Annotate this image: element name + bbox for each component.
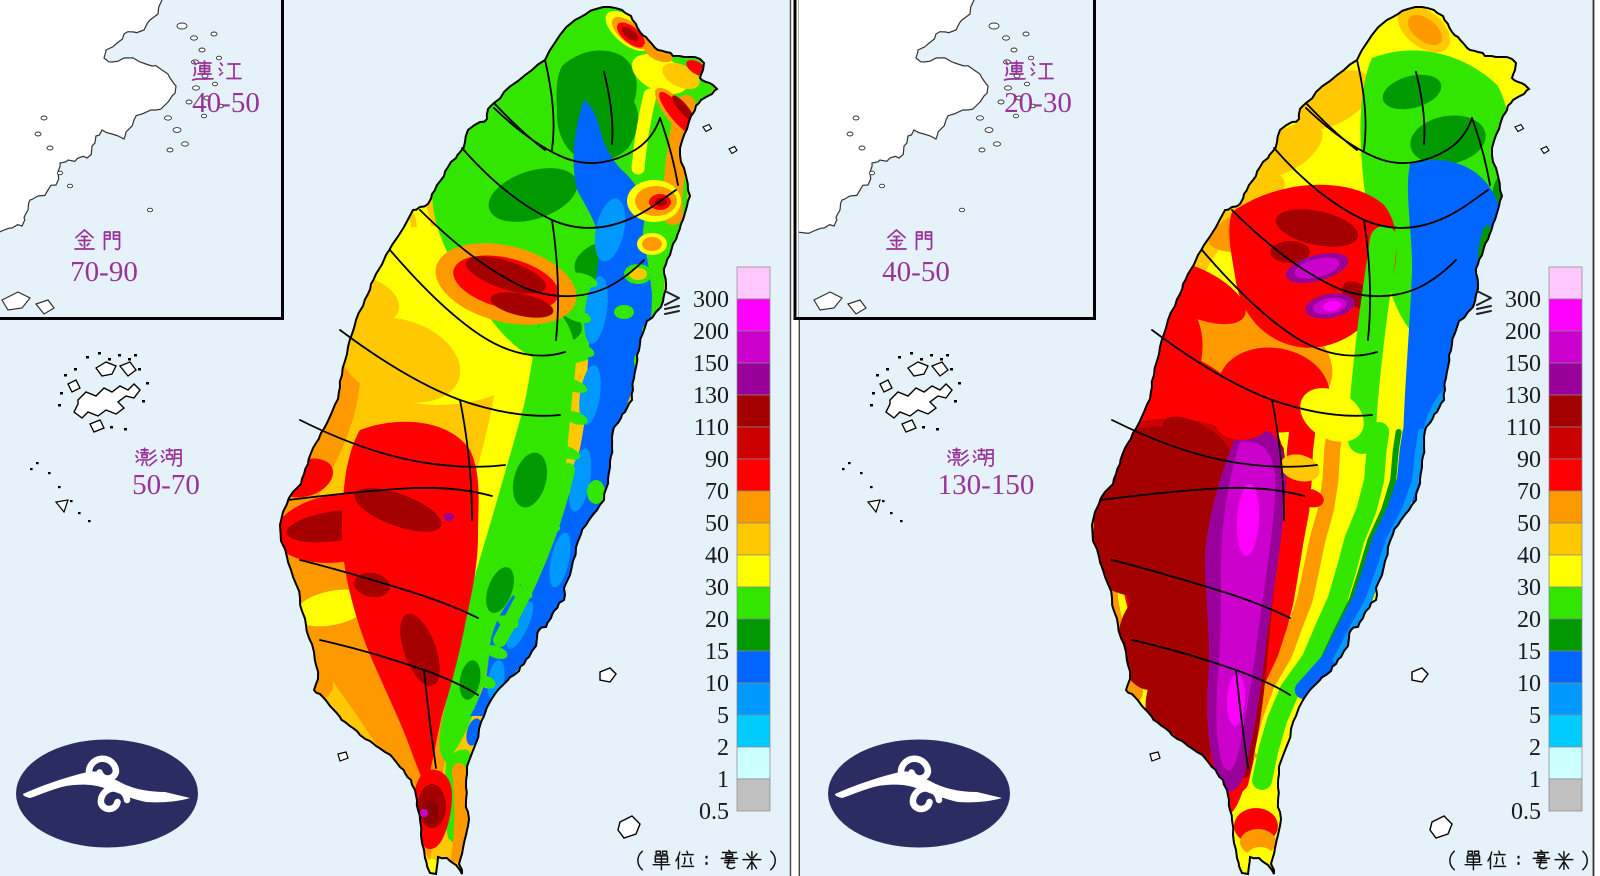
svg-text:5: 5 xyxy=(717,703,729,729)
svg-text:50: 50 xyxy=(705,511,729,537)
svg-text:2: 2 xyxy=(717,735,729,761)
svg-text:50-70: 50-70 xyxy=(132,469,200,501)
svg-text:130: 130 xyxy=(1505,383,1541,409)
svg-text:130-150: 130-150 xyxy=(938,469,1035,501)
svg-text:30: 30 xyxy=(705,575,729,601)
svg-text:1: 1 xyxy=(717,767,729,793)
svg-text:90: 90 xyxy=(1517,447,1541,473)
svg-text:20-30: 20-30 xyxy=(1004,87,1072,119)
svg-text:5: 5 xyxy=(1529,703,1541,729)
svg-text:110: 110 xyxy=(1506,415,1541,441)
svg-text:40: 40 xyxy=(705,543,729,569)
svg-text:20: 20 xyxy=(705,607,729,633)
svg-text:2: 2 xyxy=(1529,735,1541,761)
svg-text:20: 20 xyxy=(1517,607,1541,633)
svg-text:50: 50 xyxy=(1517,511,1541,537)
svg-text:130: 130 xyxy=(693,383,729,409)
svg-text:10: 10 xyxy=(705,671,729,697)
svg-text:70: 70 xyxy=(1517,479,1541,505)
svg-text:150: 150 xyxy=(1505,351,1541,377)
svg-text:40-50: 40-50 xyxy=(192,87,260,119)
svg-text:70-90: 70-90 xyxy=(70,256,138,288)
svg-text:300: 300 xyxy=(1505,287,1541,313)
svg-text:150: 150 xyxy=(693,351,729,377)
svg-text:200: 200 xyxy=(1505,319,1541,345)
svg-text:0.5: 0.5 xyxy=(699,799,729,825)
svg-text:90: 90 xyxy=(705,447,729,473)
svg-text:0.5: 0.5 xyxy=(1511,799,1541,825)
svg-text:40-50: 40-50 xyxy=(882,256,950,288)
svg-text:40: 40 xyxy=(1517,543,1541,569)
svg-text:10: 10 xyxy=(1517,671,1541,697)
svg-text:30: 30 xyxy=(1517,575,1541,601)
svg-text:1: 1 xyxy=(1529,767,1541,793)
svg-text:110: 110 xyxy=(694,415,729,441)
svg-text:15: 15 xyxy=(1517,639,1541,665)
svg-text:70: 70 xyxy=(705,479,729,505)
svg-text:200: 200 xyxy=(693,319,729,345)
svg-text:15: 15 xyxy=(705,639,729,665)
svg-text:300: 300 xyxy=(693,287,729,313)
